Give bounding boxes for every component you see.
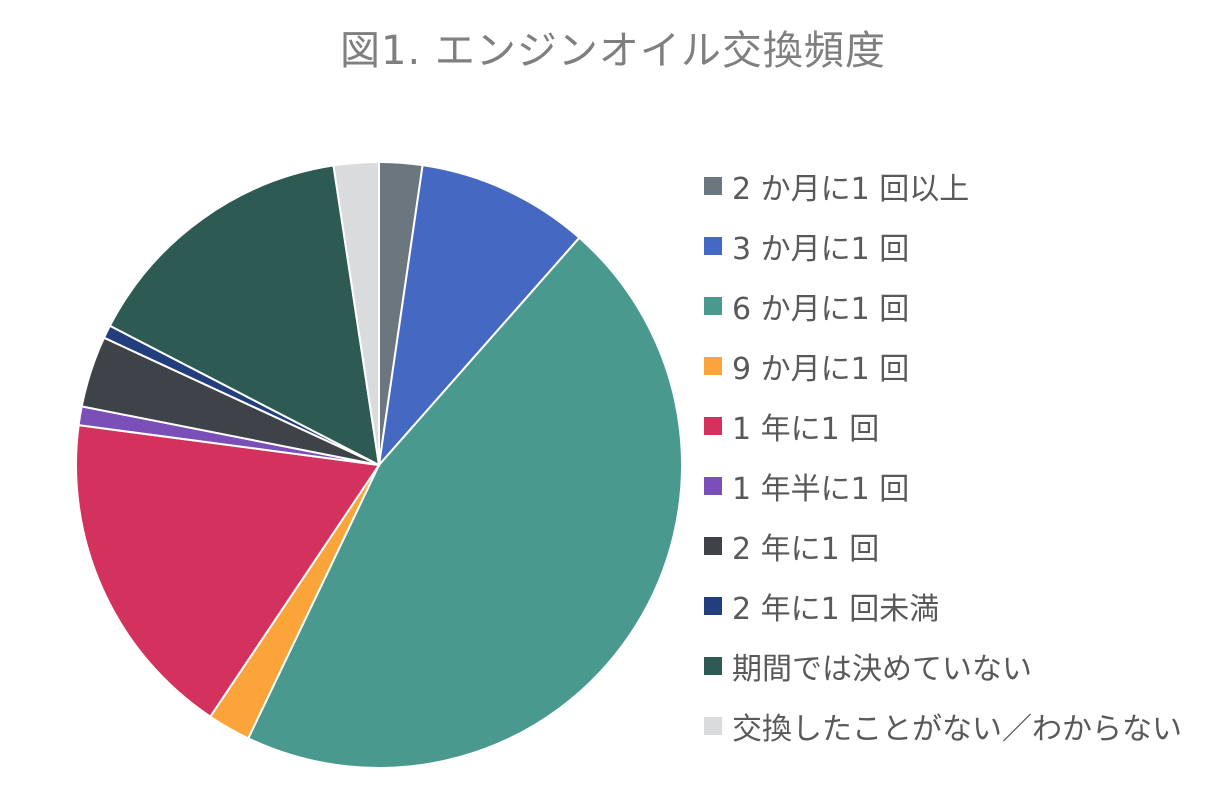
legend-item-9: 期間では決めていない	[704, 636, 1182, 696]
legend-swatch	[704, 537, 722, 555]
legend-item-1: 2 か月に1 回以上	[704, 156, 1182, 216]
pie-slice-5	[75, 424, 381, 719]
legend-label: 期間では決めていない	[732, 652, 1032, 687]
legend-label: 2 か月に1 回以上	[732, 172, 970, 207]
legend-swatch	[704, 297, 722, 315]
legend-swatch	[704, 717, 722, 735]
legend-item-8: 2 年に1 回未満	[704, 576, 1182, 636]
legend-item-5: 1 年に1 回	[704, 396, 1182, 456]
legend-swatch	[704, 237, 722, 255]
legend-label: 交換したことがない／わからない	[732, 712, 1182, 747]
pie-slice-2	[377, 164, 581, 469]
legend-label: 9 か月に1 回	[732, 352, 910, 387]
legend: 2 か月に1 回以上 3 か月に1 回 6 か月に1 回 9 か月に1 回 1 年に1 …	[704, 156, 1182, 756]
legend-label: 1 年半に1 回	[732, 472, 910, 507]
legend-item-6: 1 年半に1 回	[704, 456, 1182, 516]
legend-swatch	[704, 357, 722, 375]
legend-item-3: 6 か月に1 回	[704, 276, 1182, 336]
legend-swatch	[704, 177, 722, 195]
legend-label: 3 か月に1 回	[732, 232, 910, 267]
legend-item-7: 2 年に1 回	[704, 516, 1182, 576]
chart-title: 図1. エンジンオイル交換頻度	[340, 28, 886, 74]
legend-swatch	[704, 417, 722, 435]
legend-swatch	[704, 657, 722, 675]
legend-label: 1 年に1 回	[732, 412, 880, 447]
legend-label: 6 か月に1 回	[732, 292, 910, 327]
pie-slice-3	[246, 236, 683, 769]
legend-item-10: 交換したことがない／わからない	[704, 696, 1182, 756]
legend-label: 2 年に1 回	[732, 532, 880, 567]
legend-item-2: 3 か月に1 回	[704, 216, 1182, 276]
pie-slice-9	[108, 164, 381, 467]
pie-slice-10	[332, 160, 380, 466]
legend-item-4: 9 か月に1 回	[704, 336, 1182, 396]
legend-swatch	[704, 477, 722, 495]
legend-swatch	[704, 597, 722, 615]
legend-label: 2 年に1 回未満	[732, 592, 940, 627]
